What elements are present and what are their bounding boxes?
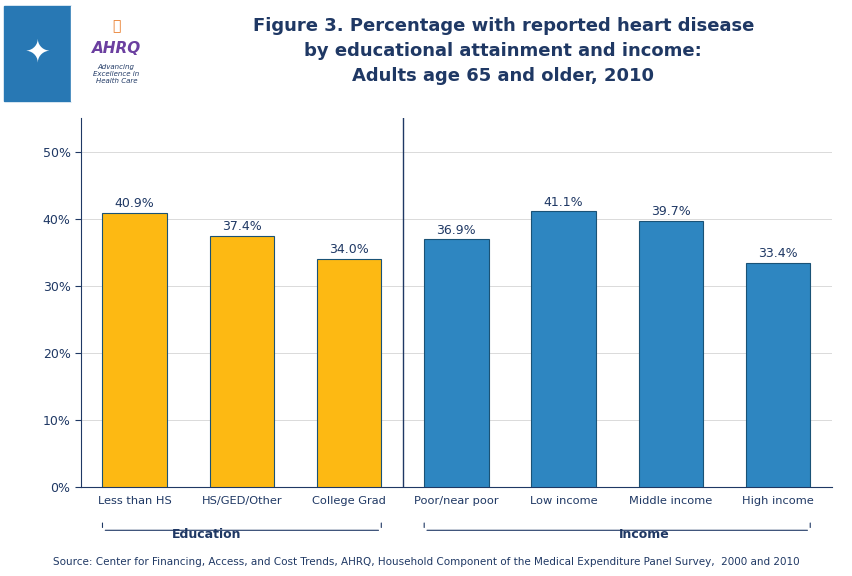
Text: Income: Income — [618, 528, 669, 541]
Bar — [102, 213, 167, 487]
Text: 36.9%: 36.9% — [436, 223, 475, 237]
Bar — [210, 236, 273, 487]
Bar — [317, 259, 381, 487]
Text: Education: Education — [171, 528, 240, 541]
Bar — [4, 6, 71, 101]
Text: 33.4%: 33.4% — [757, 247, 797, 260]
Text: 40.9%: 40.9% — [115, 197, 154, 210]
Text: ✦: ✦ — [25, 39, 50, 68]
Text: 41.1%: 41.1% — [543, 196, 583, 209]
Text: ⌒: ⌒ — [112, 20, 120, 33]
Text: 37.4%: 37.4% — [222, 221, 262, 233]
Text: Figure 3. Percentage with reported heart disease
by educational attainment and i: Figure 3. Percentage with reported heart… — [252, 17, 753, 85]
Text: Advancing
Excellence in
Health Care: Advancing Excellence in Health Care — [93, 64, 139, 84]
Bar — [638, 221, 702, 487]
Bar — [71, 6, 162, 101]
Text: AHRQ: AHRQ — [91, 41, 141, 56]
Bar — [531, 211, 595, 487]
Bar — [423, 240, 488, 487]
Text: Source: Center for Financing, Access, and Cost Trends, AHRQ, Household Component: Source: Center for Financing, Access, an… — [53, 556, 799, 567]
Bar — [745, 263, 809, 487]
Text: 34.0%: 34.0% — [329, 243, 369, 256]
Text: 39.7%: 39.7% — [650, 205, 690, 218]
